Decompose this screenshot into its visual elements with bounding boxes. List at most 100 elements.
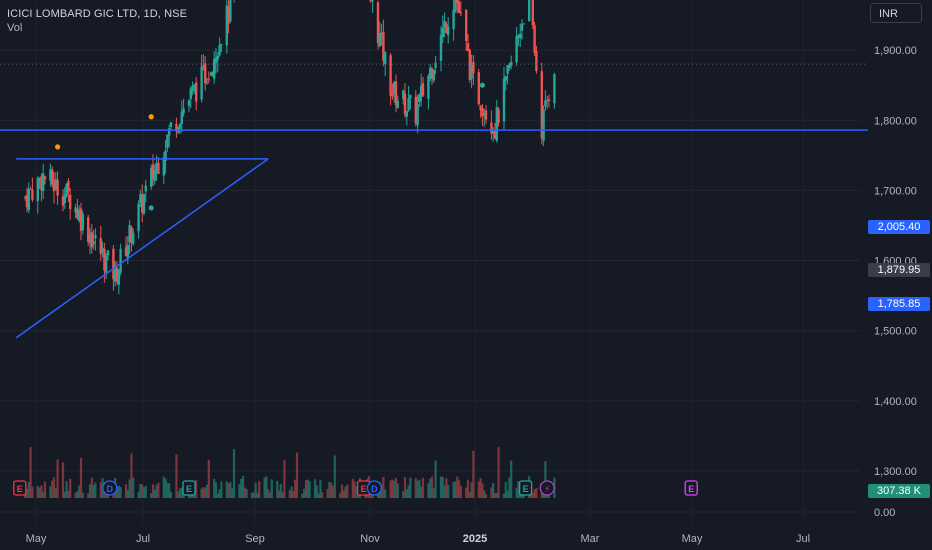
price-axis[interactable]: 2,500.002,400.002,300.002,200.002,100.00… (874, 0, 917, 519)
candle-body (175, 123, 178, 132)
event-marker-letter: E (523, 484, 529, 494)
volume-bar (169, 491, 173, 498)
volume-bar (277, 490, 281, 498)
volume-bar (382, 476, 385, 498)
volume-bar (427, 483, 430, 498)
time-axis[interactable]: May Jul Sep Nov 2025 Mar May Jul (26, 533, 810, 545)
volume-bar (535, 488, 538, 498)
price-tick-label: 1,300.00 (874, 466, 917, 478)
candle-body (227, 6, 230, 24)
candle-body (218, 45, 221, 56)
volume-bar (241, 476, 245, 498)
candle-body (180, 111, 183, 124)
volume-bar (416, 480, 419, 498)
volume-bar (245, 489, 248, 498)
event-marker-split[interactable]: ⚡ (539, 480, 555, 496)
candle-body (371, 0, 374, 2)
candle-body (384, 51, 387, 65)
volume-bar (76, 491, 79, 498)
candle-body (43, 176, 47, 180)
signal-dot (416, 96, 422, 102)
candle-body (204, 63, 207, 84)
time-tick-label: May (26, 533, 47, 545)
event-marker-dividend[interactable]: D (366, 480, 383, 496)
event-marker-badge (182, 480, 196, 496)
candle-body (94, 235, 97, 239)
volume-label[interactable]: Vol (7, 22, 23, 34)
candle-body (141, 194, 144, 213)
volume-bar (124, 484, 128, 498)
volume-bar (533, 489, 536, 498)
volume-bar (420, 486, 423, 498)
candle-body (130, 227, 133, 243)
candle-body (540, 71, 543, 139)
volume-bar (439, 476, 443, 498)
volume-bar (283, 459, 286, 498)
candle-body (528, 0, 531, 22)
event-marker-estimate[interactable]: E (518, 480, 533, 496)
volume-bar (326, 488, 329, 498)
candle-body (432, 70, 435, 81)
volume-bar (308, 481, 311, 498)
event-markers[interactable]: E D E E D E ⚡ E (13, 480, 698, 496)
candle-body (504, 76, 507, 81)
candle-body (389, 55, 392, 96)
candle-body (195, 82, 198, 102)
volume-bar (344, 486, 347, 498)
volume-bar (92, 485, 95, 498)
candle-body (520, 23, 524, 31)
signal-dot (209, 71, 215, 77)
event-marker-estimate[interactable]: E (182, 480, 196, 496)
candle-body (376, 2, 380, 44)
candle-body (106, 250, 110, 256)
candle-body (394, 81, 398, 106)
candle-body (78, 210, 81, 221)
time-tick-label: Jul (796, 533, 810, 545)
volume-bar (90, 477, 93, 498)
volume-bar (517, 481, 520, 498)
symbol-title[interactable]: ICICI LOMBARD GIC LTD, 1D, NSE (7, 8, 188, 20)
event-marker-earnings[interactable]: E (13, 480, 27, 496)
candle-body (182, 108, 185, 114)
volume-bar (288, 490, 291, 498)
volume-bar (195, 480, 198, 498)
event-marker-future[interactable]: E (684, 480, 698, 496)
volume-bar (207, 459, 210, 498)
candle-body (67, 180, 70, 192)
volume-bar (177, 491, 180, 498)
candle-body (36, 177, 39, 202)
currency-button[interactable]: INR (870, 3, 922, 23)
candle-body (42, 173, 45, 191)
signal-dot (479, 82, 485, 88)
candle-body (166, 134, 169, 148)
volume-bar (492, 483, 495, 498)
candle-body (547, 99, 551, 101)
candle-body (114, 265, 117, 282)
candle-body (533, 25, 536, 53)
candle-body (493, 131, 497, 139)
candle-body (456, 0, 459, 4)
volume-bar (346, 484, 349, 498)
volume-bar (330, 482, 333, 498)
volume-bar (258, 481, 261, 498)
volume-bar (256, 492, 259, 498)
candle-body (441, 27, 444, 38)
volume-bar (87, 493, 90, 498)
volume-bar (292, 490, 295, 498)
time-tick-label: Sep (245, 533, 265, 545)
event-marker-dividend[interactable]: D (102, 480, 118, 496)
event-marker-letter: E (688, 484, 694, 494)
price-tick-label: 1,900.00 (874, 45, 917, 57)
candle-body (420, 85, 423, 97)
triangle-trendline (15, 158, 269, 339)
volume-bar (339, 492, 342, 498)
event-marker-letter: D (107, 484, 114, 494)
volume-bar (331, 486, 335, 498)
price-tick-label: 1,800.00 (874, 115, 917, 127)
volume-bar (353, 481, 356, 498)
volume-bar (456, 476, 459, 498)
volume-bar (128, 479, 131, 498)
candle-body (56, 179, 59, 196)
volume-bar (232, 449, 236, 498)
